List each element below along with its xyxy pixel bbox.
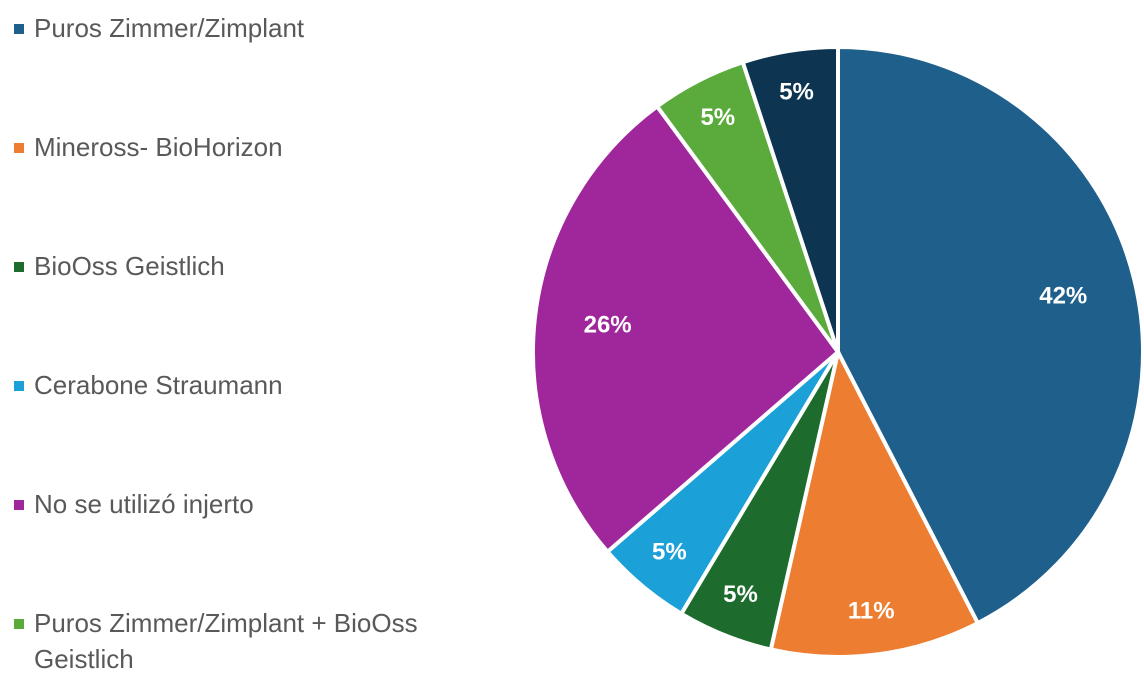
legend-swatch [14,500,24,510]
legend-label: BioOss Geistlich [34,251,225,281]
legend-swatch [14,619,24,629]
legend-item: No se utilizó injerto [14,486,444,522]
legend-label: Puros Zimmer/Zimplant + BioOss Geistlich [34,608,418,674]
legend-swatch [14,24,24,34]
data-label: 5% [652,538,687,565]
legend-label: Puros Zimmer/Zimplant [34,13,305,43]
pie-slice [740,44,840,353]
legend-label: Mineross- BioHorizon [34,132,283,162]
legend-item: BioOss Geistlich [14,248,444,284]
legend-label: Cerabone Straumann [34,370,283,400]
legend-swatch [14,262,24,272]
data-label: 5% [700,104,735,131]
legend-item: Puros Zimmer/Zimplant + BioOss Geistlich [14,605,444,677]
data-label: 5% [723,581,758,608]
legend-swatch [14,143,24,153]
legend-label: No se utilizó injerto [34,489,254,519]
legend-item: Puros Zimmer/Zimplant [14,10,444,46]
data-label: 5% [779,78,814,105]
legend-item: Cerabone Straumann [14,367,444,403]
data-label: 42% [1039,283,1087,310]
legend-item: Mineross- BioHorizon [14,129,444,165]
data-label: 11% [848,598,895,625]
legend-swatch [14,381,24,391]
data-label: 26% [584,312,632,339]
pie-slice [531,103,841,555]
pie-slice [836,44,1144,626]
